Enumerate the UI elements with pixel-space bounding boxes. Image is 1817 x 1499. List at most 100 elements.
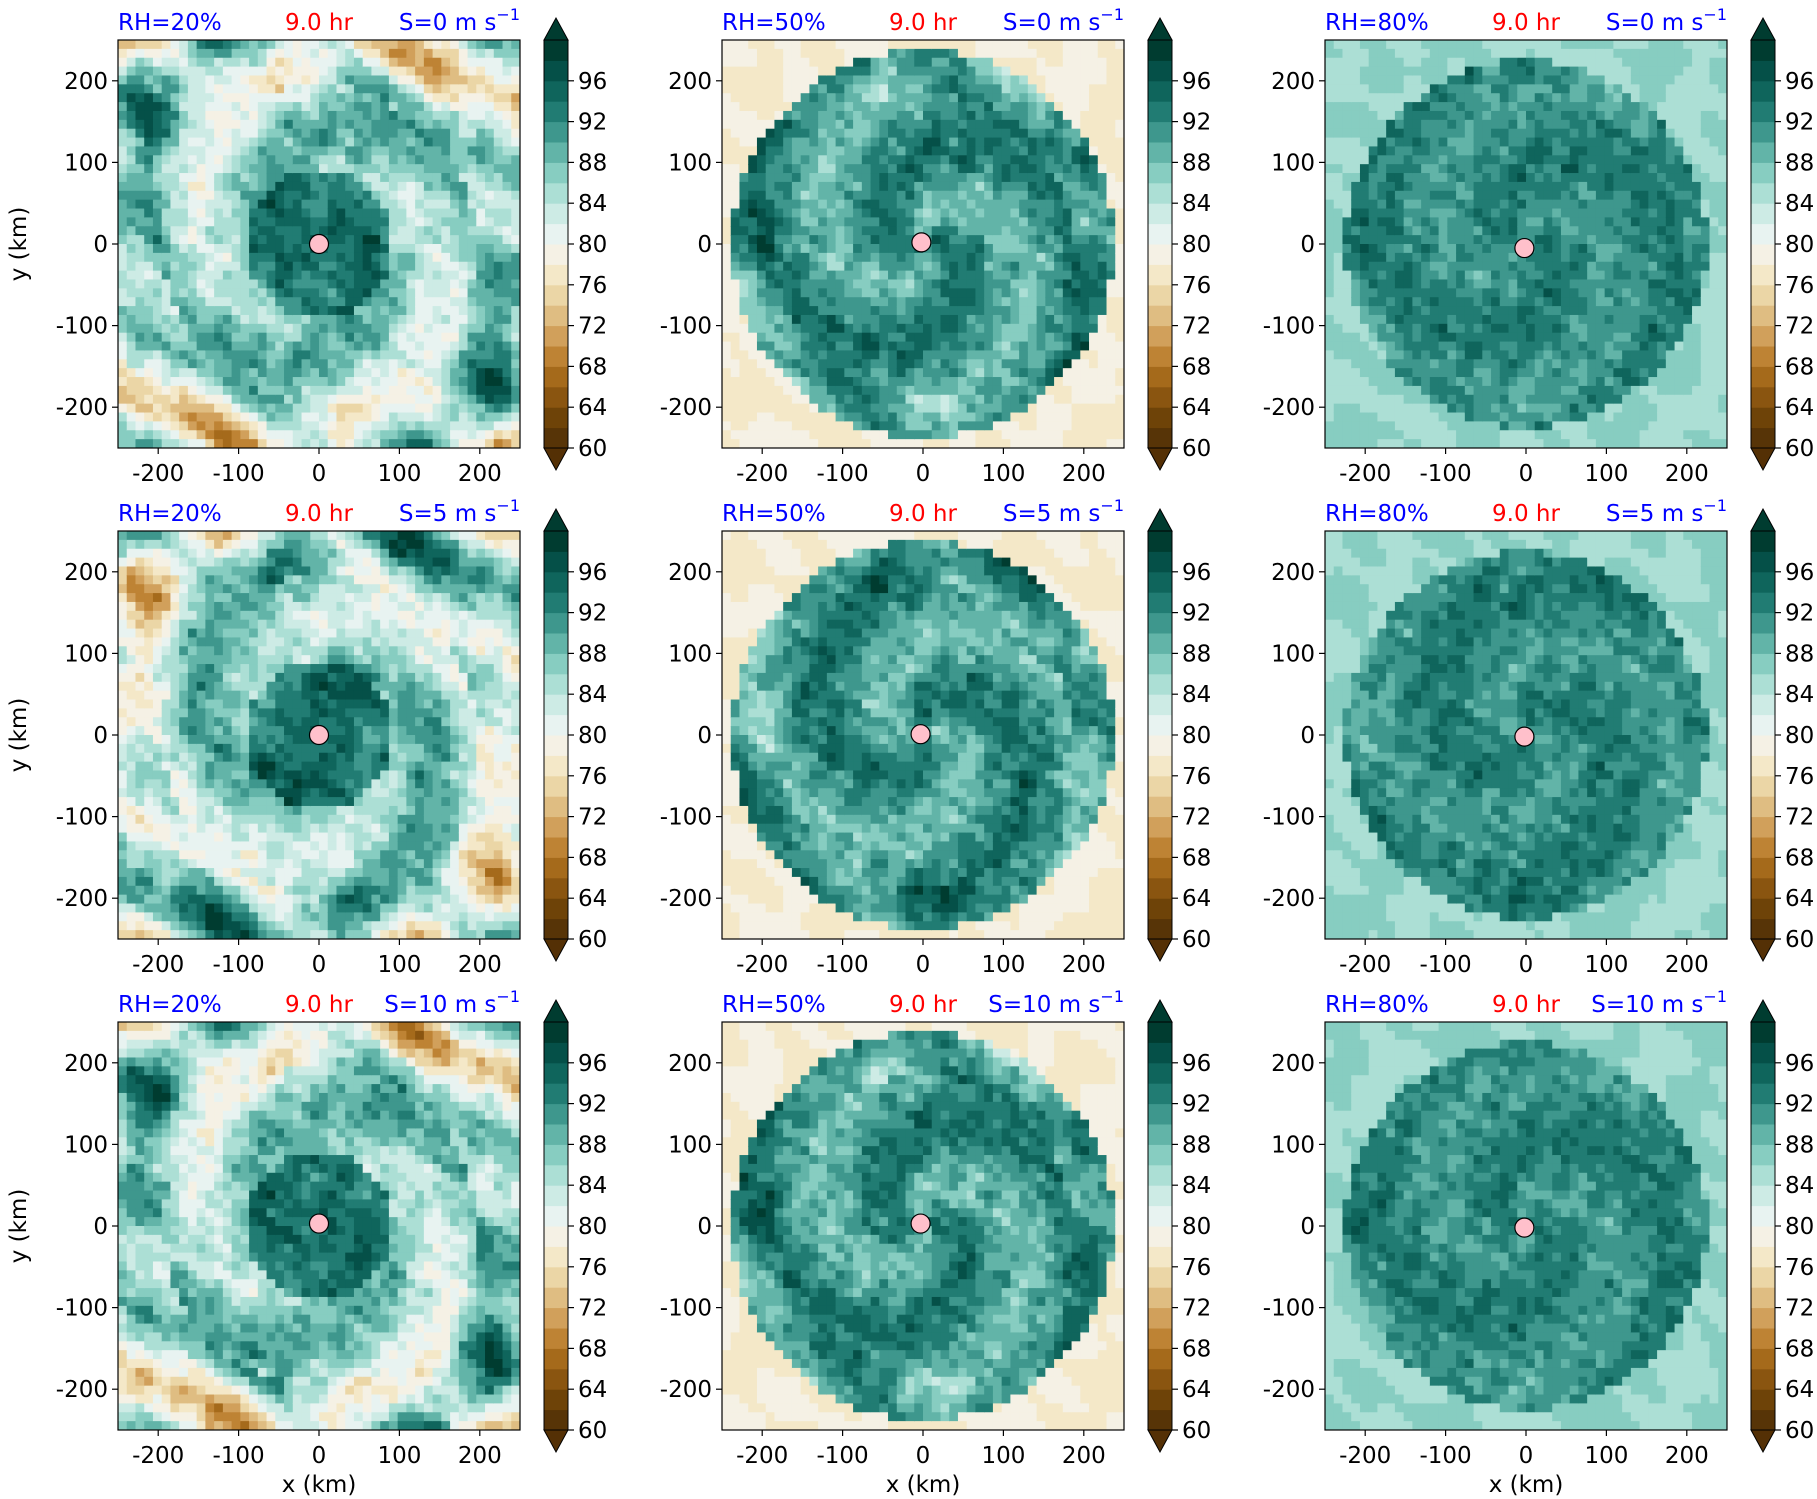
- colorbar-tick-label: 84: [578, 191, 607, 217]
- colorbar-segment: [1148, 162, 1172, 184]
- colorbar-segment: [1148, 1124, 1172, 1145]
- colorbar-segment: [1148, 182, 1172, 204]
- colorbar-tick-label: 64: [578, 395, 607, 421]
- colorbar-segment: [1148, 592, 1172, 614]
- colorbar-segment: [1148, 1144, 1172, 1166]
- shear-label: S=5 m s−1: [399, 496, 520, 527]
- colorbar-tick-label: 60: [578, 927, 607, 953]
- colorbar-segment: [1148, 1246, 1172, 1268]
- colorbar-tick-label: 76: [578, 273, 607, 299]
- colorbar-segment: [1751, 244, 1775, 265]
- rh-label: RH=20%: [118, 10, 222, 36]
- shear-value: S=5 m s: [399, 501, 497, 527]
- y-tick-label: -200: [660, 1377, 712, 1403]
- y-tick-label: 0: [1300, 723, 1315, 749]
- colorbar-extend-min: [1750, 938, 1776, 963]
- colorbar-segment: [544, 633, 568, 654]
- colorbar-segment: [1751, 366, 1775, 388]
- colorbar-segment: [544, 1062, 568, 1084]
- colorbar-tick-label: 76: [1182, 273, 1211, 299]
- colorbar-segment: [1751, 427, 1775, 449]
- colorbar-segment: [1148, 1368, 1172, 1390]
- panel-2: -200 -100 0 100 200 -200 -100 0 100 200 RH=50% 9.0 …: [660, 5, 1211, 487]
- storm-center-marker: [308, 233, 330, 255]
- y-tick-label: 200: [668, 69, 712, 95]
- x-tick-label: 0: [312, 1443, 327, 1469]
- colorbar-segment: [1148, 1389, 1172, 1411]
- storm-center-marker: [910, 724, 931, 745]
- colorbar-segment: [544, 673, 568, 695]
- colorbar: 96 92 88 84 80 76 72 68 64 60: [1750, 16, 1814, 472]
- colorbar-tick-label: 88: [578, 641, 607, 667]
- panel-4: -200 -100 0 100 200 -200 -100 0 100 200 RH=20% 9.0 …: [6, 496, 607, 978]
- colorbar-segment: [1751, 1062, 1775, 1084]
- heatmap-field: [722, 40, 1124, 448]
- x-tick-label: -100: [212, 461, 264, 487]
- x-tick-label: 200: [458, 1443, 502, 1469]
- x-tick-label: -200: [1339, 461, 1391, 487]
- colorbar-segment: [1148, 121, 1172, 143]
- colorbar-segment: [1148, 816, 1172, 838]
- colorbar-extend-min: [1147, 447, 1173, 472]
- colorbar-segment: [1751, 1083, 1775, 1105]
- y-tick-label: -200: [56, 886, 108, 912]
- colorbar-segment: [1148, 571, 1172, 593]
- colorbar-segment: [544, 1307, 568, 1329]
- colorbar-tick-label: 76: [1182, 764, 1211, 790]
- colorbar-segment: [544, 1083, 568, 1105]
- colorbar-tick-label: 72: [1182, 805, 1211, 831]
- colorbar-segment: [1751, 1368, 1775, 1390]
- colorbar-tick-label: 72: [1182, 314, 1211, 340]
- shear-label: S=5 m s−1: [1003, 496, 1124, 527]
- colorbar-segment: [1751, 1103, 1775, 1125]
- colorbar-tick-label: 64: [1182, 1377, 1211, 1403]
- y-tick-label: -100: [660, 314, 712, 340]
- colorbar-segment: [544, 551, 568, 573]
- colorbar-segment: [1148, 366, 1172, 388]
- colorbar-segment: [1148, 653, 1172, 675]
- colorbar-tick-label: 60: [1785, 927, 1814, 953]
- colorbar-segment: [544, 837, 568, 858]
- x-tick-label: 0: [1519, 461, 1534, 487]
- colorbar-segment: [1148, 427, 1172, 449]
- colorbar-segment: [1751, 284, 1775, 306]
- colorbar-segment: [1751, 592, 1775, 614]
- y-tick-label: 100: [64, 641, 108, 667]
- colorbar-tick-label: 92: [1785, 1092, 1814, 1118]
- colorbar-segment: [1148, 1083, 1172, 1105]
- colorbar-segment: [1148, 1164, 1172, 1186]
- colorbar-segment: [1751, 1348, 1775, 1370]
- colorbar-tick-label: 96: [1182, 1051, 1211, 1077]
- colorbar-tick-label: 88: [578, 1132, 607, 1158]
- colorbar-tick-label: 68: [1785, 354, 1814, 380]
- y-tick-label: 100: [668, 150, 712, 176]
- x-tick-label: 0: [1519, 1443, 1534, 1469]
- colorbar-segment: [1148, 694, 1172, 716]
- colorbar-segment: [1751, 264, 1775, 286]
- y-tick-label: 0: [697, 232, 712, 258]
- colorbar-segment: [544, 407, 568, 429]
- colorbar-tick-label: 84: [578, 682, 607, 708]
- x-tick-label: 200: [458, 952, 502, 978]
- x-tick-label: -200: [736, 1443, 788, 1469]
- y-tick-label: 0: [697, 1214, 712, 1240]
- rh-label: RH=50%: [722, 10, 826, 36]
- colorbar-tick-label: 96: [1182, 69, 1211, 95]
- colorbar-extend-min: [1147, 938, 1173, 963]
- shear-unit-exponent: −1: [1703, 496, 1727, 515]
- shear-value: S=0 m s: [1606, 10, 1704, 36]
- y-tick-label: -200: [1263, 395, 1315, 421]
- colorbar-segment: [1751, 80, 1775, 102]
- storm-center-marker: [308, 1213, 330, 1234]
- heatmap-field: [722, 1022, 1124, 1430]
- colorbar-segment: [1751, 898, 1775, 920]
- colorbar-tick-label: 76: [578, 1255, 607, 1281]
- colorbar-segment: [544, 162, 568, 184]
- colorbar-segment: [544, 755, 568, 777]
- colorbar-segment: [1148, 898, 1172, 920]
- colorbar-segment: [1751, 1307, 1775, 1329]
- y-tick-label: 200: [64, 69, 108, 95]
- colorbar-extend-max: [543, 998, 569, 1023]
- shear-label: S=10 m s−1: [1591, 987, 1727, 1018]
- colorbar-extend-min: [543, 938, 569, 963]
